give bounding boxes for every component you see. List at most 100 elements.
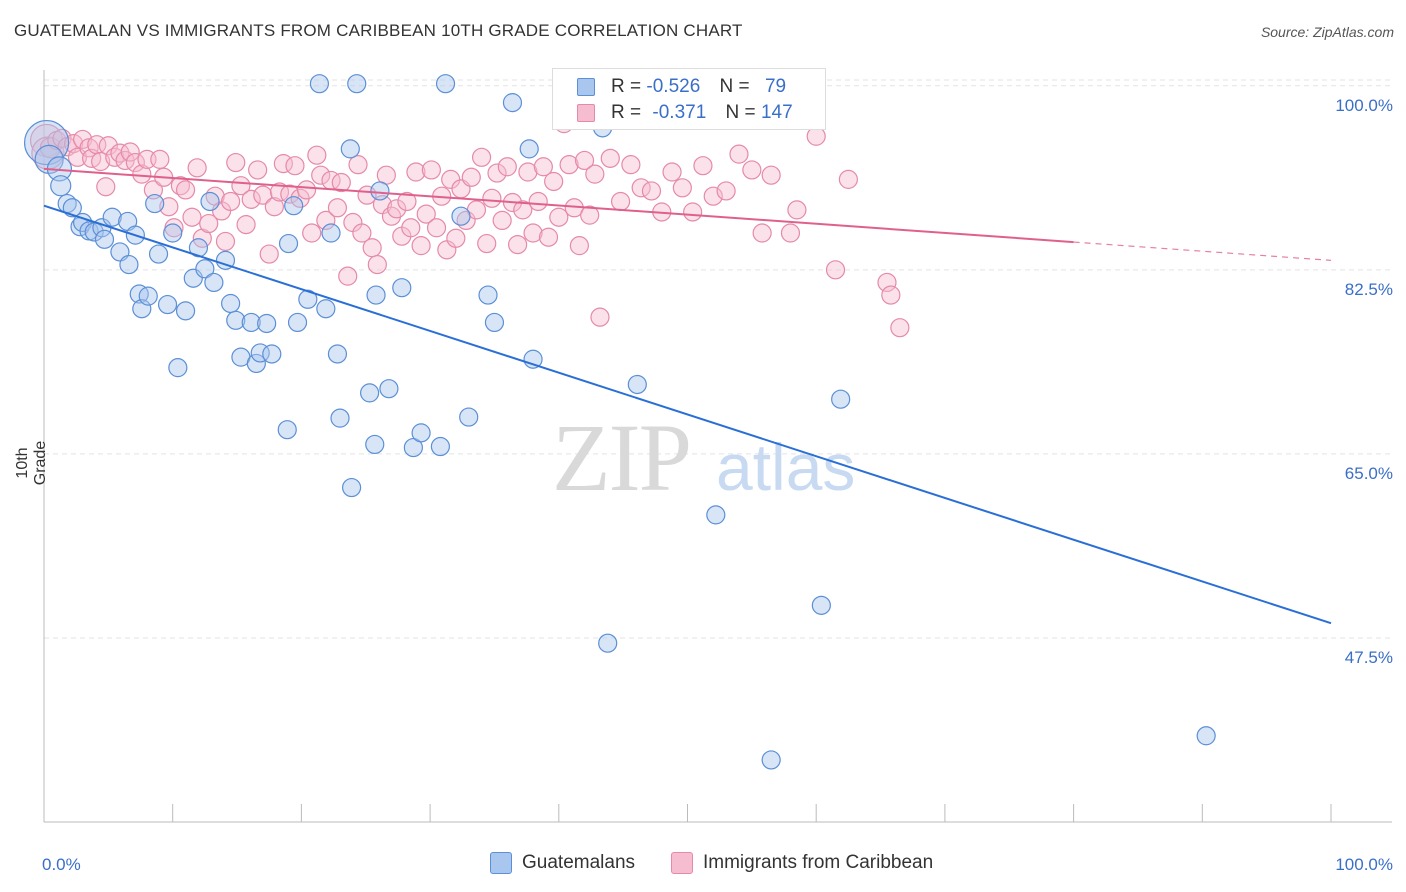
caribbean-point <box>693 156 713 176</box>
caribbean-point <box>316 210 336 230</box>
guatemalan-point <box>145 193 165 214</box>
trend-lines <box>43 167 1332 625</box>
trend-line-dashed <box>1073 241 1332 261</box>
caribbean-point <box>683 202 703 222</box>
caribbean-point <box>716 181 736 201</box>
y-tick-label: 100.0% <box>1335 96 1393 115</box>
guatemalan-point <box>284 196 304 216</box>
guatemalan-point <box>392 278 412 298</box>
caribbean-point <box>523 223 543 243</box>
guatemalan-point <box>257 313 277 334</box>
caribbean-point <box>729 144 749 164</box>
guatemalan-point <box>119 254 139 275</box>
caribbean-point <box>559 155 579 175</box>
legend-n-label: N = <box>719 76 750 97</box>
caribbean-point <box>477 233 497 254</box>
caribbean-point <box>302 223 322 243</box>
guatemalan-point <box>1196 726 1216 746</box>
caribbean-point <box>544 171 564 192</box>
caribbean-point <box>226 152 246 173</box>
caribbean-point <box>533 157 553 177</box>
y-tick-label: 65.0% <box>1345 464 1393 483</box>
bottom-legend-caribbean: Immigrants from Caribbean <box>671 852 933 876</box>
caribbean-point <box>307 145 327 165</box>
caribbean-point <box>248 160 268 180</box>
legend-n-value: 147 <box>760 102 793 123</box>
guatemalan-point <box>287 312 308 333</box>
tick-labels: 100.0% 82.5% 65.0% 47.5% 0.0% 100.0% <box>42 96 1393 874</box>
guatemalan-point <box>226 310 246 330</box>
caribbean-point <box>175 180 196 200</box>
caribbean-point <box>621 155 641 175</box>
legend-n-label: N = <box>725 102 756 123</box>
caribbean-point <box>259 244 279 264</box>
guatemalan-point <box>221 293 241 314</box>
caribbean-point <box>742 160 762 180</box>
guatemalan-point <box>330 408 350 428</box>
caribbean-point <box>585 164 605 184</box>
legend-swatch-blue <box>577 78 595 96</box>
bottom-legend-label: Immigrants from Caribbean <box>703 852 934 874</box>
bottom-legend-guatemalans: Guatemalans <box>490 852 635 876</box>
guatemalan-point <box>132 299 152 319</box>
guatemalan-point <box>204 272 224 293</box>
bottom-legend-swatch-pink <box>671 852 693 874</box>
caribbean-point <box>610 191 631 212</box>
caribbean-point <box>338 266 358 286</box>
guatemalan-point <box>94 229 115 249</box>
caribbean-point <box>538 227 559 247</box>
guatemalan-point <box>262 344 282 364</box>
caribbean-point <box>590 307 610 327</box>
caribbean-point <box>98 136 118 156</box>
caribbean-point <box>143 180 163 200</box>
guatemalan-point <box>23 119 70 166</box>
caribbean-point <box>446 228 466 248</box>
correlation-legend: R = -0.526 N = 79 R = -0.371 N = 147 <box>552 68 826 130</box>
legend-n-value: 79 <box>764 76 787 97</box>
caribbean-point <box>881 285 901 305</box>
guatemalan-point <box>519 139 539 159</box>
caribbean-point <box>508 234 528 255</box>
caribbean-point <box>236 215 256 235</box>
caribbean-point <box>311 165 331 185</box>
guatemalan-point <box>175 301 196 321</box>
y-tick-label: 82.5% <box>1345 280 1393 299</box>
caribbean-point <box>96 177 116 197</box>
caribbean-point <box>569 236 589 256</box>
guatemalan-point <box>627 374 647 395</box>
caribbean-point <box>461 167 481 187</box>
caribbean-point <box>264 197 284 217</box>
caribbean-point <box>838 169 858 189</box>
caribbean-point <box>401 218 421 238</box>
caribbean-point <box>416 204 436 224</box>
caribbean-point <box>397 191 417 212</box>
series-guatemalans <box>23 74 1216 770</box>
caribbean-point <box>231 176 251 196</box>
caribbean-point <box>215 231 236 252</box>
guatemalan-point <box>62 198 82 218</box>
guatemalan-point <box>200 191 220 212</box>
x-tick-label: 0.0% <box>42 855 81 874</box>
guatemalan-point <box>168 358 188 378</box>
guatemalan-point <box>316 299 336 319</box>
source-credit: Source: ZipAtlas.com <box>1260 24 1394 40</box>
guatemalan-point <box>309 74 330 94</box>
guatemalan-point <box>157 294 178 315</box>
guatemalan-point <box>50 175 72 197</box>
caribbean-point <box>662 162 682 182</box>
guatemalan-point <box>811 595 831 615</box>
caribbean-point <box>132 164 152 184</box>
guatemalan-point <box>34 144 64 174</box>
caribbean-point <box>150 149 170 169</box>
caribbean-point <box>780 223 801 243</box>
caribbean-point <box>482 188 502 208</box>
guatemalan-point <box>241 312 261 333</box>
guatemalan-point <box>403 437 423 458</box>
guatemalan-point <box>102 207 122 227</box>
caribbean-point <box>518 162 538 182</box>
caribbean-point <box>641 181 662 201</box>
caribbean-point <box>120 142 140 162</box>
caribbean-point <box>331 172 351 193</box>
caribbean-point <box>387 199 407 219</box>
